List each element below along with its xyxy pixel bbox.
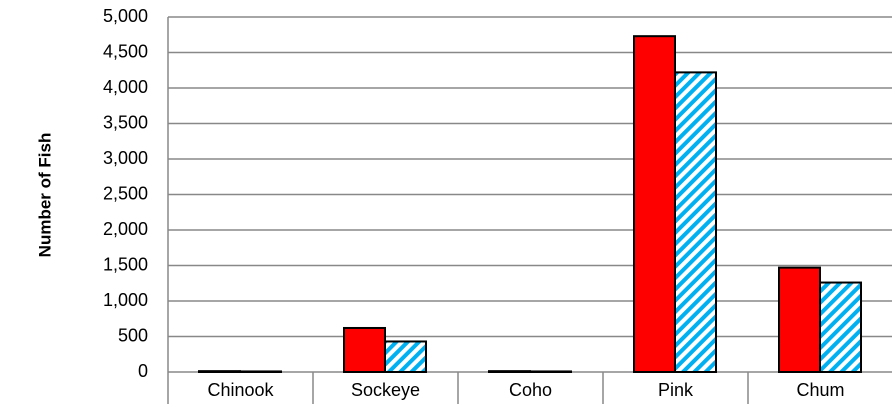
y-tick-label: 4,500 xyxy=(103,41,148,61)
y-tick-label: 1,000 xyxy=(103,290,148,310)
bar xyxy=(529,370,572,374)
y-axis-label: Number of Fish xyxy=(35,133,54,258)
x-tick-label: Chum xyxy=(796,380,844,400)
bar xyxy=(778,266,821,374)
bar xyxy=(384,340,427,374)
bar xyxy=(488,370,531,374)
y-tick-label: 2,500 xyxy=(103,183,148,203)
y-tick-label: 1,500 xyxy=(103,254,148,274)
bar xyxy=(239,370,282,374)
y-tick-label: 2,000 xyxy=(103,219,148,239)
bar xyxy=(343,326,386,374)
y-tick-label: 5,000 xyxy=(103,6,148,26)
x-tick-label: Coho xyxy=(509,380,552,400)
bar xyxy=(633,35,676,373)
y-tick-label: 3,500 xyxy=(103,112,148,132)
x-tick-label: Chinook xyxy=(207,380,274,400)
y-tick-label: 500 xyxy=(118,325,148,345)
x-tick-label: Sockeye xyxy=(351,380,420,400)
bar xyxy=(198,370,241,374)
x-tick-label: Pink xyxy=(658,380,694,400)
y-tick-label: 3,000 xyxy=(103,148,148,168)
y-tick-label: 0 xyxy=(138,361,148,381)
bar xyxy=(674,71,717,373)
y-tick-label: 4,000 xyxy=(103,77,148,97)
bar xyxy=(819,281,862,374)
